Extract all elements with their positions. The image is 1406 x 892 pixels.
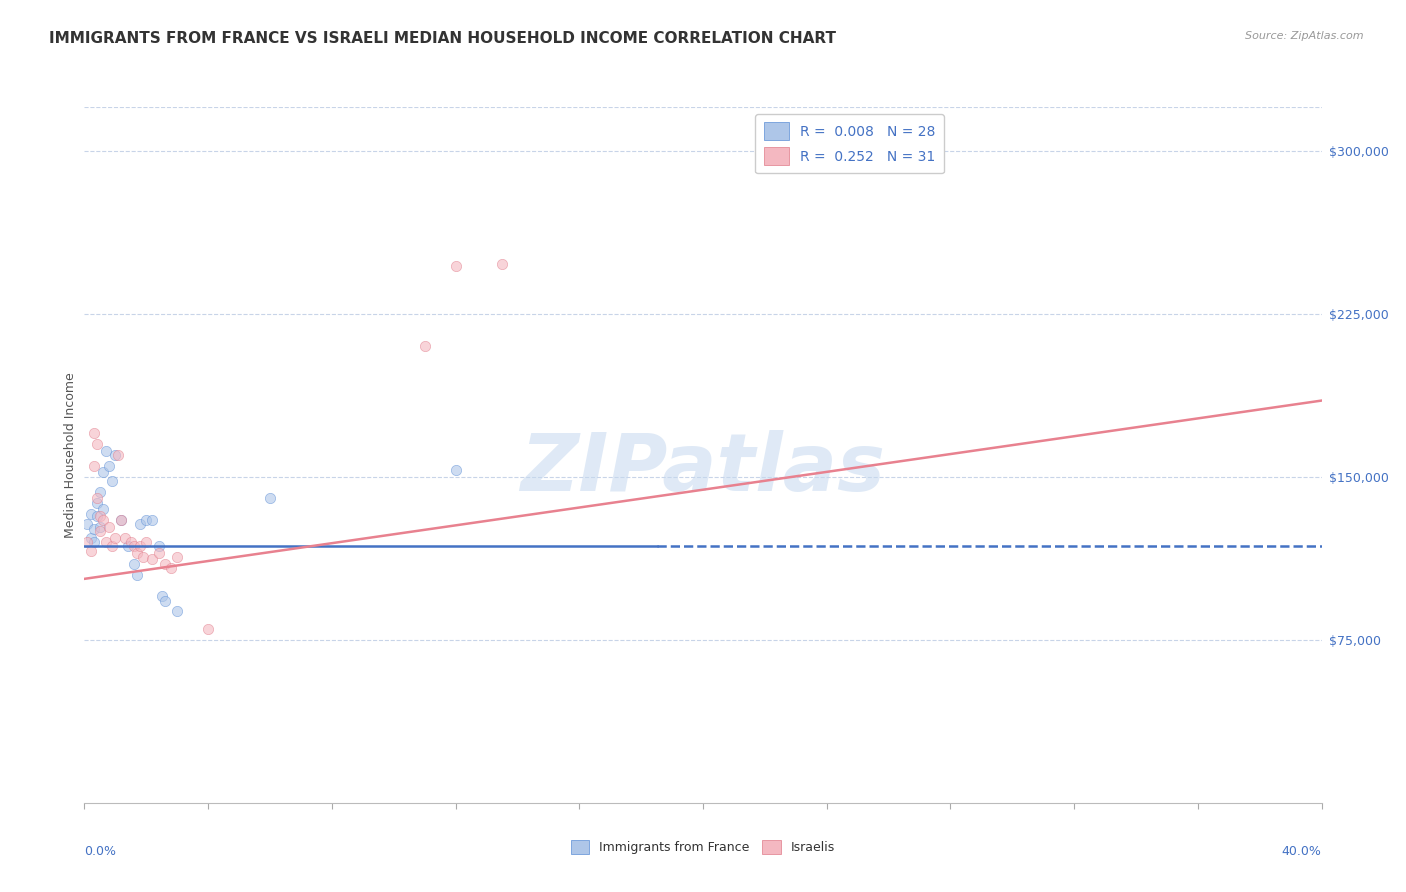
Point <box>160 561 183 575</box>
Point <box>110 513 132 527</box>
Point <box>76 517 98 532</box>
Text: 40.0%: 40.0% <box>1282 845 1322 857</box>
Point <box>129 517 152 532</box>
Point <box>491 257 513 271</box>
Point <box>166 550 188 565</box>
Point <box>122 557 145 571</box>
Point <box>83 458 105 473</box>
Point <box>120 535 142 549</box>
Point <box>141 552 163 566</box>
Point <box>91 502 114 516</box>
Point <box>76 535 98 549</box>
Point <box>141 513 163 527</box>
Point <box>79 543 101 558</box>
Point <box>79 507 101 521</box>
Point <box>197 622 219 636</box>
Point <box>135 535 157 549</box>
Point <box>91 466 114 480</box>
Point <box>79 531 101 545</box>
Point <box>89 484 111 499</box>
Point <box>166 605 188 619</box>
Point <box>98 458 121 473</box>
Point <box>153 557 176 571</box>
Point <box>94 443 117 458</box>
Point <box>101 539 124 553</box>
Point <box>132 550 155 565</box>
Point <box>122 539 145 553</box>
Point <box>150 589 173 603</box>
Point <box>104 531 127 545</box>
Point <box>98 519 121 533</box>
Point <box>148 539 170 553</box>
Point <box>135 513 157 527</box>
Text: ZIPatlas: ZIPatlas <box>520 430 886 508</box>
Point <box>259 491 281 506</box>
Point <box>89 508 111 523</box>
Point <box>153 593 176 607</box>
Point <box>86 491 108 506</box>
Point <box>86 437 108 451</box>
Y-axis label: Median Household Income: Median Household Income <box>65 372 77 538</box>
Point <box>413 339 436 353</box>
Point <box>83 522 105 536</box>
Point <box>444 259 467 273</box>
Legend: Immigrants from France, Israelis: Immigrants from France, Israelis <box>565 835 841 859</box>
Point <box>89 524 111 538</box>
Point <box>117 539 139 553</box>
Point <box>83 426 105 441</box>
Point <box>129 539 152 553</box>
Point <box>86 496 108 510</box>
Point <box>83 535 105 549</box>
Point <box>125 546 148 560</box>
Point <box>94 535 117 549</box>
Point <box>114 531 136 545</box>
Text: Source: ZipAtlas.com: Source: ZipAtlas.com <box>1246 31 1364 41</box>
Point <box>89 519 111 533</box>
Point <box>110 513 132 527</box>
Point <box>104 448 127 462</box>
Text: IMMIGRANTS FROM FRANCE VS ISRAELI MEDIAN HOUSEHOLD INCOME CORRELATION CHART: IMMIGRANTS FROM FRANCE VS ISRAELI MEDIAN… <box>49 31 837 46</box>
Point <box>107 448 129 462</box>
Point <box>86 508 108 523</box>
Point <box>91 513 114 527</box>
Point <box>148 546 170 560</box>
Point <box>444 463 467 477</box>
Point <box>101 474 124 488</box>
Point <box>125 567 148 582</box>
Text: 0.0%: 0.0% <box>84 845 117 857</box>
